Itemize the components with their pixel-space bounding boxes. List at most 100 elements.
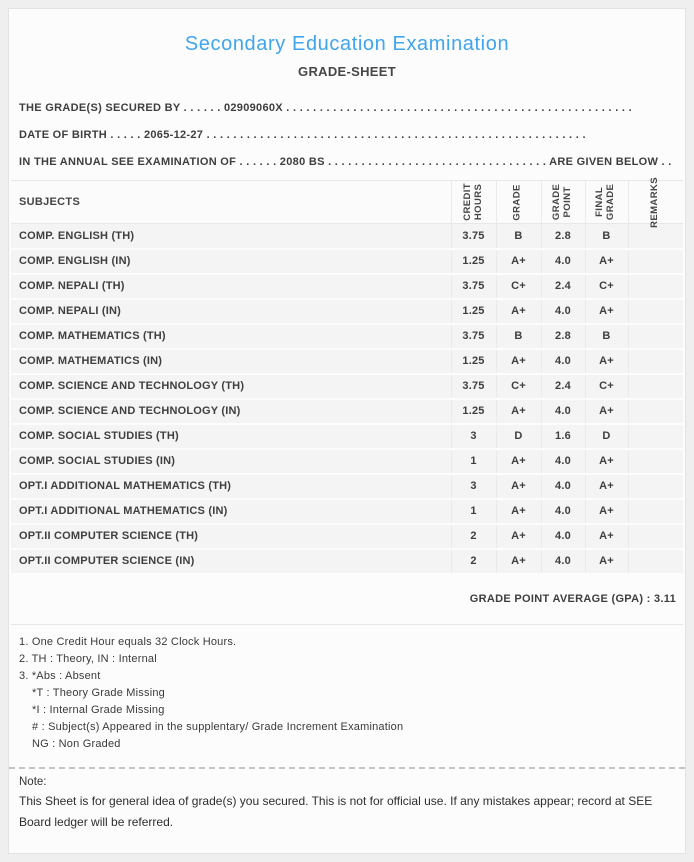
gpa-band: GRADE POINT AVERAGE (GPA) : 3.11 [11,575,683,625]
table-row: COMP. SCIENCE AND TECHNOLOGY (TH) 3.75 C+ 2… [11,373,683,400]
credit-hours-cell: 1 [450,448,496,475]
remarks-cell [627,398,683,425]
column-header-final-grade: FINAL GRADE [584,180,628,224]
grade-cell: A+ [495,548,541,575]
final-grade-cell: C+ [584,373,628,400]
column-header-subjects: SUBJECTS [11,180,451,224]
subject-cell: COMP. MATHEMATICS (IN) [11,348,451,375]
legend-line: 3. *Abs : Absent [19,669,101,682]
credit-hours-cell: 3.75 [450,323,496,350]
table-header-row: SUBJECTS CREDIT HOURS GRADE GRADE POINT … [11,177,683,227]
remarks-cell [627,348,683,375]
subject-cell: COMP. ENGLISH (IN) [11,248,451,275]
table-row: OPT.I ADDITIONAL MATHEMATICS (IN) 1 A+ 4.0 A… [11,498,683,525]
table-row: COMP. NEPALI (IN) 1.25 A+ 4.0 A+ [11,298,683,325]
final-grade-cell: A+ [584,498,628,525]
grade-cell: A+ [495,448,541,475]
remarks-cell [627,423,683,450]
credit-hours-cell: 1 [450,498,496,525]
grade-sheet-card: Secondary Education Examination GRADE-SH… [8,8,686,854]
grade-cell: C+ [495,373,541,400]
legend-line: *T : Theory Grade Missing [32,686,165,699]
final-grade-cell: B [584,323,628,350]
table-row: COMP. SOCIAL STUDIES (TH) 3 D 1.6 D [11,423,683,450]
sheet-subtitle: GRADE-SHEET [298,64,396,79]
remarks-cell [627,448,683,475]
grade-cell: D [495,423,541,450]
credit-hours-cell: 2 [450,548,496,575]
column-header-credit-hours: CREDIT HOURS [450,180,496,224]
subject-cell: OPT.I ADDITIONAL MATHEMATICS (IN) [11,498,451,525]
grade-point-cell: 2.4 [540,373,585,400]
table-row: COMP. SOCIAL STUDIES (IN) 1 A+ 4.0 A+ [11,448,683,475]
subject-cell: OPT.I ADDITIONAL MATHEMATICS (TH) [11,473,451,500]
legend-line: 2. TH : Theory, IN : Internal [19,652,157,665]
credit-hours-cell: 3.75 [450,223,496,250]
grade-point-cell: 2.8 [540,223,585,250]
credit-hours-cell: 3 [450,423,496,450]
table-row: COMP. ENGLISH (TH) 3.75 B 2.8 B [11,223,683,250]
grade-point-cell: 4.0 [540,348,585,375]
remarks-cell [627,223,683,250]
credit-hours-cell: 2 [450,523,496,550]
student-info-block: THE GRADE(S) SECURED BY . . . . . . 0290… [19,95,675,176]
dashed-divider [9,766,685,769]
grade-point-cell: 2.4 [540,273,585,300]
subject-cell: COMP. SCIENCE AND TECHNOLOGY (TH) [11,373,451,400]
final-grade-cell: A+ [584,448,628,475]
grade-table-body: COMP. ENGLISH (TH) 3.75 B 2.8 B COMP. ENGLISH… [11,223,683,575]
final-grade-cell: B [584,223,628,250]
final-grade-cell: A+ [584,473,628,500]
legend-line: NG : Non Graded [32,737,121,750]
grade-cell: C+ [495,273,541,300]
credit-hours-cell: 1.25 [450,298,496,325]
table-row: COMP. MATHEMATICS (IN) 1.25 A+ 4.0 A+ [11,348,683,375]
note-label: Note: [19,775,47,788]
table-row: OPT.I ADDITIONAL MATHEMATICS (TH) 3 A+ 4.0 A… [11,473,683,500]
grade-point-cell: 1.6 [540,423,585,450]
grade-cell: A+ [495,523,541,550]
legend-line: *I : Internal Grade Missing [32,703,165,716]
final-grade-cell: D [584,423,628,450]
note-text: This Sheet is for general idea of grade(… [19,793,653,829]
remarks-cell [627,473,683,500]
subject-cell: COMP. SCIENCE AND TECHNOLOGY (IN) [11,398,451,425]
grade-cell: A+ [495,473,541,500]
table-row: COMP. MATHEMATICS (TH) 3.75 B 2.8 B [11,323,683,350]
final-grade-cell: A+ [584,298,628,325]
remarks-cell [627,273,683,300]
column-header-grade: GRADE [495,180,541,224]
subject-cell: COMP. NEPALI (TH) [11,273,451,300]
table-row: COMP. ENGLISH (IN) 1.25 A+ 4.0 A+ [11,248,683,275]
grade-point-cell: 2.8 [540,323,585,350]
grades-table: SUBJECTS CREDIT HOURS GRADE GRADE POINT … [11,177,683,575]
final-grade-cell: A+ [584,248,628,275]
remarks-cell [627,523,683,550]
final-grade-cell: A+ [584,348,628,375]
subject-cell: OPT.II COMPUTER SCIENCE (IN) [11,548,451,575]
info-line-exam-year: IN THE ANNUAL SEE EXAMINATION OF . . . .… [19,156,675,168]
column-header-remarks: REMARKS [627,177,683,227]
grade-cell: A+ [495,298,541,325]
legend-block: 1. One Credit Hour equals 32 Clock Hours… [19,634,675,753]
remarks-cell [627,498,683,525]
grade-cell: A+ [495,248,541,275]
remarks-cell [627,548,683,575]
grade-cell: A+ [495,348,541,375]
final-grade-cell: A+ [584,523,628,550]
grade-point-cell: 4.0 [540,448,585,475]
grade-point-cell: 4.0 [540,498,585,525]
credit-hours-cell: 1.25 [450,348,496,375]
final-grade-cell: A+ [584,548,628,575]
final-grade-cell: C+ [584,273,628,300]
grade-point-cell: 4.0 [540,248,585,275]
grade-point-cell: 4.0 [540,548,585,575]
credit-hours-cell: 3.75 [450,273,496,300]
grade-point-cell: 4.0 [540,398,585,425]
remarks-cell [627,248,683,275]
table-row: OPT.II COMPUTER SCIENCE (TH) 2 A+ 4.0 A+ [11,523,683,550]
gpa-line: GRADE POINT AVERAGE (GPA) : 3.11 [469,593,676,605]
legend-line: 1. One Credit Hour equals 32 Clock Hours… [19,635,237,648]
page-title: Secondary Education Examination [184,33,510,55]
subject-cell: COMP. NEPALI (IN) [11,298,451,325]
